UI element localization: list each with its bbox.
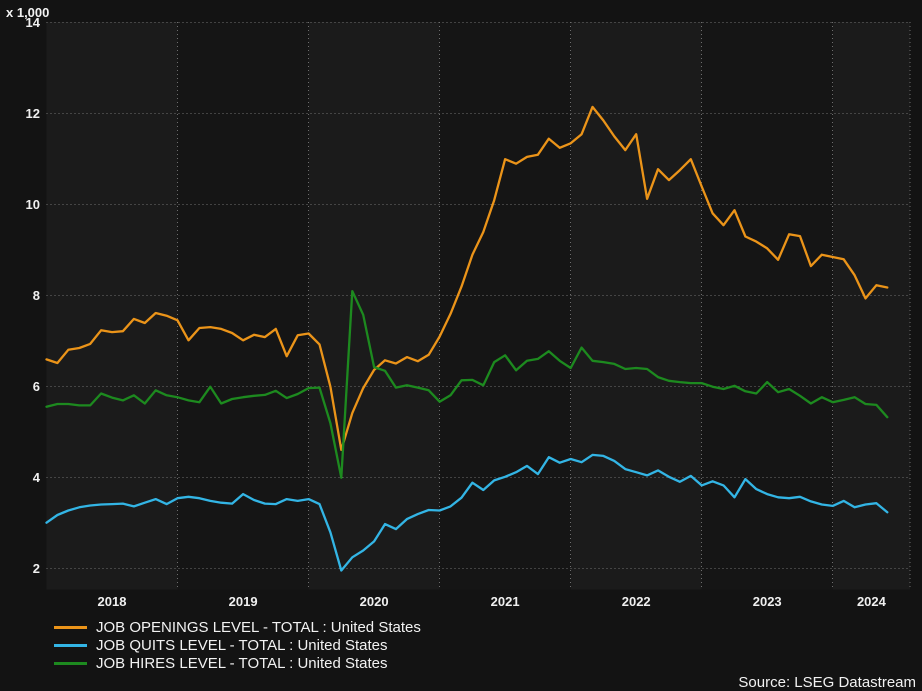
- gridlines: [46, 22, 911, 590]
- year-band: [308, 22, 440, 590]
- y-axis-tick-labels: 14 12 10 8 6 4 2: [26, 15, 41, 576]
- x-tick-label: 2018: [98, 594, 127, 609]
- hires-color-swatch: [54, 661, 87, 665]
- legend-item-hires: JOB HIRES LEVEL - TOTAL : United States: [54, 654, 421, 672]
- year-band: [701, 22, 833, 590]
- y-tick-label: 4: [33, 470, 41, 485]
- y-tick-label: 6: [33, 379, 40, 394]
- y-tick-label: 12: [26, 106, 40, 121]
- y-axis-multiplier-label: x 1,000: [6, 5, 50, 20]
- x-tick-label: 2022: [622, 594, 651, 609]
- y-tick-label: 2: [33, 561, 40, 576]
- x-tick-label: 2020: [360, 594, 389, 609]
- chart-plot-area: 14 12 10 8 6 4 2 2018 2019 2020 2021 2022 2023 2024: [26, 15, 911, 609]
- x-axis-tick-labels: 2018 2019 2020 2021 2022 2023 2024: [98, 594, 887, 609]
- quits-color-swatch: [54, 643, 87, 647]
- quits-line: [45, 453, 889, 572]
- x-tick-label: 2021: [491, 594, 520, 609]
- year-band: [832, 22, 910, 590]
- y-tick-label: 8: [33, 288, 40, 303]
- x-tick-label: 2019: [229, 594, 258, 609]
- year-band: [177, 22, 309, 590]
- openings-line: [45, 105, 889, 452]
- legend-item-quits: JOB QUITS LEVEL - TOTAL : United States: [54, 636, 421, 654]
- x-tick-label: 2023: [753, 594, 782, 609]
- y-tick-label: 10: [26, 197, 40, 212]
- legend-label-openings: JOB OPENINGS LEVEL - TOTAL : United Stat…: [96, 618, 421, 636]
- hires-line: [45, 289, 889, 479]
- legend-item-openings: JOB OPENINGS LEVEL - TOTAL : United Stat…: [54, 618, 421, 636]
- openings-color-swatch: [54, 625, 87, 629]
- legend-label-quits: JOB QUITS LEVEL - TOTAL : United States: [96, 636, 388, 654]
- year-band: [439, 22, 571, 590]
- legend-label-hires: JOB HIRES LEVEL - TOTAL : United States: [96, 654, 388, 672]
- legend: JOB OPENINGS LEVEL - TOTAL : United Stat…: [54, 618, 421, 672]
- year-bands: [46, 22, 910, 590]
- source-attribution: Source: LSEG Datastream: [738, 674, 916, 691]
- y-tick-label: 14: [26, 15, 41, 30]
- x-tick-label: 2024: [857, 594, 887, 609]
- year-band: [46, 22, 178, 590]
- year-band: [570, 22, 702, 590]
